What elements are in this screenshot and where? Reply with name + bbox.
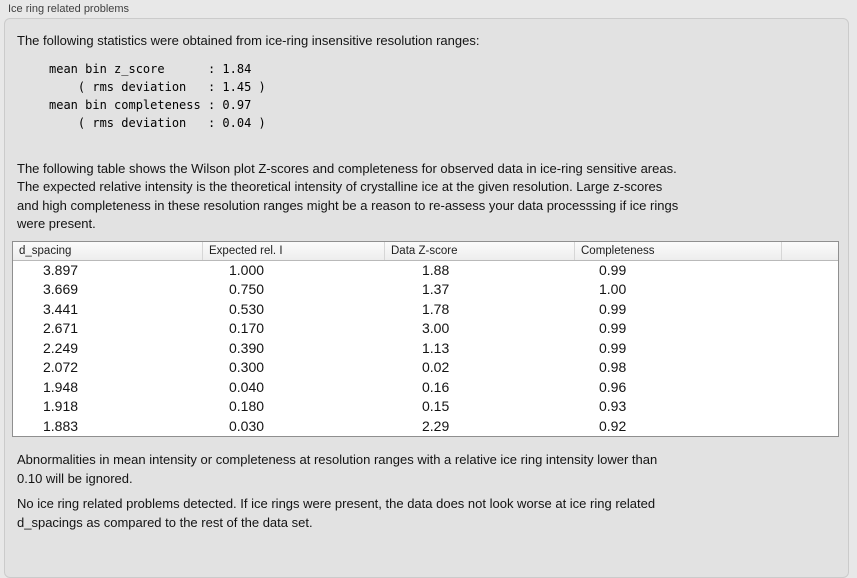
table-row[interactable]: 3.897 1.000 1.88 0.99 <box>13 260 838 281</box>
table-cell: 0.92 <box>599 417 627 434</box>
table-cell <box>781 339 838 359</box>
panel-title: Ice ring related problems <box>8 3 130 15</box>
table-cell: 2.29 <box>422 417 450 434</box>
table-cell: 2.671 <box>43 320 79 336</box>
table-cell: 0.030 <box>229 417 265 434</box>
table-row[interactable]: 1.918 0.180 0.15 0.93 <box>13 397 838 417</box>
table-cell: 1.00 <box>599 281 627 297</box>
table-body: 3.897 1.000 1.88 0.99 3.669 0.750 1.37 1.00 3.44… <box>13 260 838 437</box>
table-cell <box>781 261 838 281</box>
table-cell: 2.072 <box>43 359 79 375</box>
table-cell: 1.948 <box>43 378 79 395</box>
table-row[interactable]: 2.072 0.300 0.02 0.98 <box>13 358 838 378</box>
table-cell: 1.918 <box>43 398 79 414</box>
table-row[interactable]: 2.671 0.170 3.00 0.99 <box>13 319 838 339</box>
table-cell: 0.99 <box>599 300 627 317</box>
table-cell: 3.441 <box>43 300 79 317</box>
table-cell: 0.15 <box>422 398 450 414</box>
table-cell: 0.530 <box>229 300 265 317</box>
table-cell: 1.78 <box>422 300 450 317</box>
table-cell <box>781 358 838 378</box>
table-row[interactable]: 3.441 0.530 1.78 0.99 <box>13 299 838 320</box>
table-cell: 3.669 <box>43 281 79 297</box>
table-row[interactable]: 1.948 0.040 0.16 0.96 <box>13 377 838 398</box>
table-header-row: d_spacing Expected rel. I Data Z-score Comp… <box>13 241 838 261</box>
stats-intro-text: The following statistics were obtained f… <box>17 33 480 48</box>
table-cell: 0.99 <box>599 320 627 336</box>
table-cell: 0.390 <box>229 339 265 356</box>
table-cell <box>781 417 838 437</box>
table-cell: 0.040 <box>229 378 265 395</box>
table-cell: 0.16 <box>422 378 450 395</box>
table-row[interactable]: 2.249 0.390 1.13 0.99 <box>13 338 838 359</box>
table-cell: 0.170 <box>229 320 265 336</box>
table-cell: 0.180 <box>229 398 265 414</box>
column-header-completeness[interactable]: Completeness <box>574 241 781 260</box>
table-cell: 0.99 <box>599 339 627 356</box>
table-cell: 1.88 <box>422 261 450 278</box>
table-cell: 3.00 <box>422 320 450 336</box>
stats-values-text: mean bin z_score : 1.84 ( rms deviation … <box>49 61 266 130</box>
table-cell: 0.93 <box>599 398 627 414</box>
column-header-data-z-score[interactable]: Data Z-score <box>384 241 574 260</box>
table-cell: 1.000 <box>229 261 265 278</box>
table-cell: 0.98 <box>599 359 627 375</box>
table-row[interactable]: 1.883 0.030 2.29 0.92 <box>13 416 838 437</box>
table-cell: 0.300 <box>229 359 265 375</box>
column-header-expected-rel-i[interactable]: Expected rel. I <box>202 241 384 260</box>
table-cell: 0.02 <box>422 359 450 375</box>
table-cell: 3.897 <box>43 261 79 278</box>
table-cell <box>781 378 838 398</box>
column-header-d-spacing[interactable]: d_spacing <box>19 244 72 257</box>
table-description-text: The following table shows the Wilson plo… <box>17 160 679 232</box>
table-cell: 0.96 <box>599 378 627 395</box>
conclusion-text: No ice ring related problems detected. I… <box>17 496 656 530</box>
table-cell: 1.13 <box>422 339 450 356</box>
table-cell: 2.249 <box>43 339 79 356</box>
table-cell: 1.37 <box>422 281 450 297</box>
table-cell: 0.750 <box>229 281 265 297</box>
ignore-note-text: Abnormalities in mean intensity or compl… <box>17 452 658 486</box>
ice-ring-groupbox: The following statistics were obtained f… <box>4 18 849 578</box>
table-cell <box>781 397 838 417</box>
table-row[interactable]: 3.669 0.750 1.37 1.00 <box>13 280 838 300</box>
table-cell: 1.883 <box>43 417 79 434</box>
ice-ring-table: d_spacing Expected rel. I Data Z-score Comp… <box>12 240 839 437</box>
table-cell <box>781 300 838 320</box>
table-cell <box>781 280 838 300</box>
table-cell <box>781 319 838 339</box>
table-cell: 0.99 <box>599 261 627 278</box>
column-header-blank[interactable] <box>781 241 838 260</box>
